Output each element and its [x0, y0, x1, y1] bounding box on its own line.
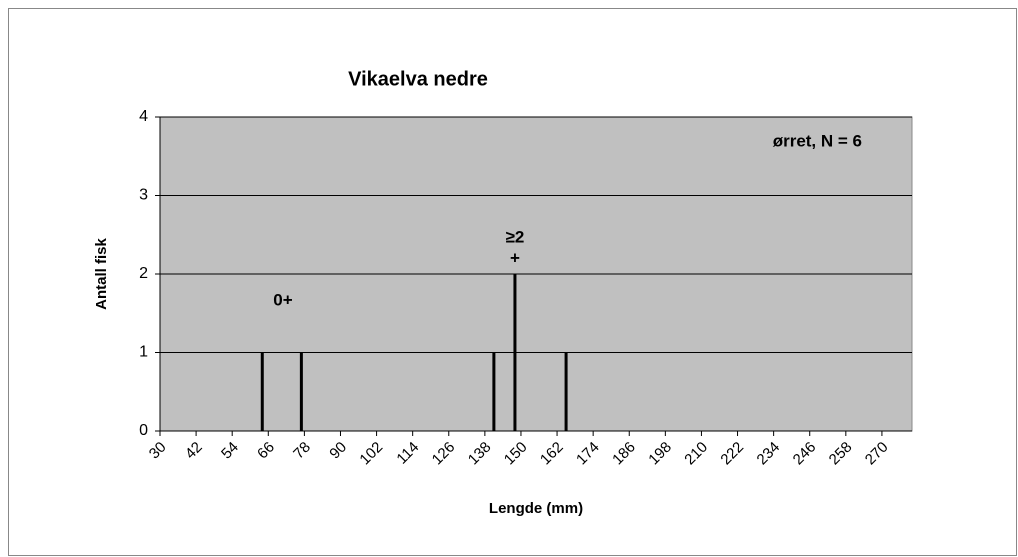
x-axis-label: Lengde (mm)	[489, 500, 583, 517]
y-axis-label: Antall fisk	[93, 238, 110, 310]
bar	[299, 352, 303, 431]
bar	[513, 274, 517, 431]
bar	[564, 352, 568, 431]
y-tick-label: 0	[139, 422, 148, 439]
annotation: ørret, N = 6	[773, 131, 862, 150]
bar	[492, 352, 496, 431]
annotation: +	[510, 248, 520, 267]
annotation: ≥2	[506, 227, 525, 246]
y-tick-label: 4	[139, 108, 148, 125]
y-tick-label: 3	[139, 187, 148, 204]
annotation: 0+	[273, 290, 292, 309]
y-tick-label: 1	[139, 344, 148, 361]
bar	[260, 352, 264, 431]
chart-title: Vikaelva nedre	[348, 68, 488, 90]
y-tick-label: 2	[139, 265, 148, 282]
